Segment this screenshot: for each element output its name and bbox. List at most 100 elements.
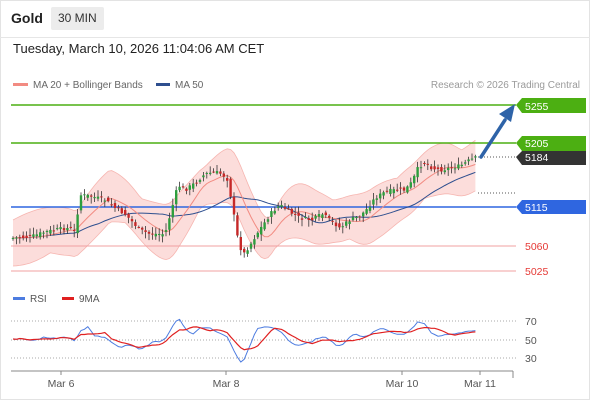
candle-body (56, 228, 59, 230)
ma50-path (12, 171, 476, 239)
candle-body (467, 159, 470, 162)
ma50-swatch (156, 82, 170, 86)
candle-body (171, 204, 174, 218)
candle-body (321, 214, 324, 219)
candle-body (195, 182, 198, 184)
bollinger-lower (12, 190, 476, 267)
candle-body (413, 175, 416, 184)
candle-body (222, 173, 225, 177)
candle-body (277, 206, 280, 208)
candle-body (426, 163, 429, 165)
candle-body (124, 210, 127, 215)
candle-body (107, 197, 110, 202)
candle-body (447, 167, 450, 171)
candle-body (164, 230, 168, 232)
legend-ma50: MA 50 (156, 80, 203, 91)
candle-body (389, 188, 392, 194)
candle-body (229, 178, 232, 197)
x-label-mar6: Mar 6 (48, 378, 75, 390)
svg-text:5115: 5115 (525, 202, 548, 214)
candle-body (69, 226, 72, 228)
candle-body (416, 167, 419, 178)
rsi-swatch (13, 296, 25, 300)
x-label-mar10: Mar 10 (386, 378, 419, 390)
candle-body (42, 232, 45, 234)
candle-body (375, 198, 378, 200)
candle-body (117, 207, 120, 209)
candle-body (96, 196, 100, 199)
ma20-line (12, 163, 476, 239)
candle-body (73, 229, 76, 231)
candle-body (379, 193, 382, 199)
timeframe-button[interactable]: 30 MIN (51, 7, 104, 30)
rsi-tick-70: 70 (525, 316, 537, 328)
candle-body (239, 236, 242, 251)
candle-body (151, 233, 154, 235)
svg-text:5184: 5184 (525, 152, 549, 164)
candle-body (314, 215, 317, 219)
ma50-line (12, 171, 476, 239)
candle-body (331, 220, 334, 222)
candle-body (134, 222, 137, 226)
candle-body (474, 156, 477, 158)
ma20-path (12, 163, 476, 239)
candle-body (317, 214, 321, 217)
copyright-text: Research © 2026 Trading Central (430, 80, 580, 91)
level-tag-5255: 5255 (516, 98, 586, 113)
ma20-label: MA 20 + Bollinger Bands (33, 80, 143, 91)
candle-body (402, 187, 406, 191)
candle-body (22, 235, 25, 239)
candle-body (256, 232, 259, 238)
candle-body (457, 164, 460, 169)
x-label-mar8: Mar 8 (213, 378, 240, 390)
candle-body (15, 237, 18, 239)
candle-body (355, 217, 358, 219)
candle-body (365, 209, 368, 214)
candle-body (283, 206, 287, 209)
candle-body (215, 171, 219, 174)
candle-body (185, 188, 188, 191)
legend-9ma: 9MA (62, 294, 100, 305)
candle-body (144, 230, 147, 232)
candle-body (59, 227, 62, 230)
candle-body (328, 215, 331, 218)
ma50-label: MA 50 (175, 80, 204, 91)
candle-body (287, 208, 290, 210)
candle-body (226, 178, 229, 181)
candle-body (127, 213, 130, 218)
candle-body (62, 228, 66, 231)
candle-body (436, 167, 440, 170)
candle-body (35, 234, 38, 237)
candle-body (450, 167, 453, 169)
forecast-arrow-head (499, 104, 515, 122)
candle-body (175, 190, 178, 205)
legend-rsi: RSI (13, 294, 47, 305)
candle-body (154, 233, 157, 237)
candle-body (406, 186, 409, 193)
candle-body (246, 250, 249, 254)
candle-body (100, 196, 103, 198)
candle-body (130, 219, 134, 222)
level-label-5025: 5025 (525, 266, 549, 278)
candle-body (307, 218, 310, 220)
header-bar: Gold 30 MIN (0, 0, 590, 38)
forecast-arrow-shaft (479, 118, 507, 159)
rsi-legend-label: RSI (30, 294, 47, 305)
candle-body (249, 243, 253, 249)
instrument-title: Gold (11, 10, 43, 26)
candle-body (399, 187, 402, 189)
candle-body (243, 248, 246, 253)
candle-body (76, 214, 79, 234)
legend-ma20: MA 20 + Bollinger Bands (13, 80, 143, 91)
x-label-mar11: Mar 11 (464, 378, 496, 390)
candle-body (460, 164, 463, 167)
candle-body (382, 192, 385, 196)
candle-body (52, 230, 55, 232)
candle-body (45, 231, 49, 233)
candle-body (273, 210, 276, 214)
candle-body (433, 166, 436, 170)
ma9-swatch (62, 296, 74, 300)
candle-body (219, 171, 222, 174)
candle-body (181, 186, 185, 188)
